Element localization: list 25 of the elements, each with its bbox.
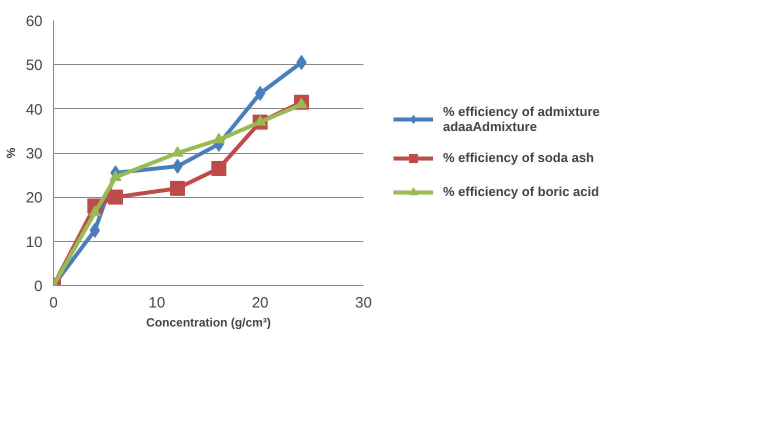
point [108, 190, 123, 205]
y-tick-label: 50 [26, 57, 43, 74]
y-tick-label: 10 [26, 234, 43, 251]
y-axis-title: % [4, 147, 18, 158]
x-axis-title: Concentration (g/cm³) [146, 316, 271, 330]
point [172, 146, 184, 157]
point [170, 180, 185, 196]
x-tick-label: 10 [148, 294, 166, 312]
point [110, 170, 122, 181]
point [211, 160, 226, 176]
x-tick-label: 30 [355, 294, 372, 312]
point [212, 132, 225, 144]
y-tick-label: 40 [26, 101, 43, 118]
legend-label: % efficiency of soda ash [443, 150, 594, 165]
y-tick-label: 30 [26, 146, 43, 162]
y-tick-label: 0 [34, 278, 42, 295]
legend-label: % efficiency of admixture adaaAdmixture [443, 104, 600, 134]
x-tick-label: 0 [49, 294, 58, 312]
point [296, 54, 307, 70]
point [88, 206, 101, 216]
x-tick-label: 20 [252, 294, 269, 312]
y-tick-label: 20 [26, 190, 43, 207]
point [172, 158, 183, 174]
y-tick-label: 60 [26, 13, 43, 30]
legend-label: % efficiency of boric acid [443, 184, 600, 199]
